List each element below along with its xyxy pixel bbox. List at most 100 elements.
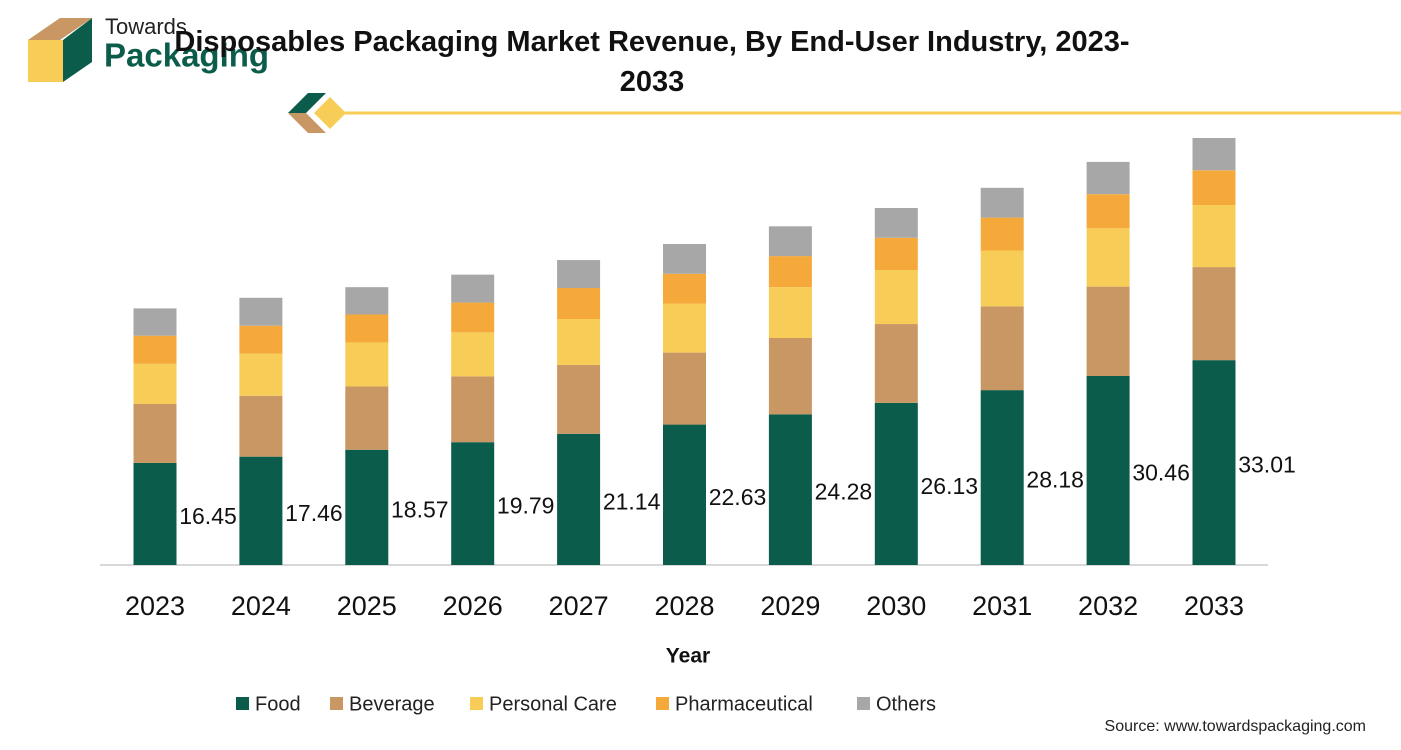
bar-segment xyxy=(345,287,389,315)
data-label: 18.57 xyxy=(391,496,449,522)
bar-segment xyxy=(239,353,283,396)
bar-segment xyxy=(874,402,918,565)
logo-front xyxy=(28,40,63,82)
data-label: 22.63 xyxy=(709,484,767,510)
x-tick-label: 2029 xyxy=(760,591,820,621)
x-tick-label: 2031 xyxy=(972,591,1032,621)
bar-segment xyxy=(557,433,601,565)
bar-segment xyxy=(1192,138,1236,171)
x-tick-label: 2024 xyxy=(231,591,291,621)
data-label: 16.45 xyxy=(179,503,237,529)
bar-segment xyxy=(768,414,812,565)
bar-segment xyxy=(345,386,389,450)
bar-segment xyxy=(239,297,283,326)
data-label: 19.79 xyxy=(497,493,555,519)
x-tick-label: 2023 xyxy=(125,591,185,621)
legend-label: Others xyxy=(876,693,936,715)
x-tick-label: 2030 xyxy=(866,591,926,621)
bar-segment xyxy=(451,442,495,565)
data-label: 21.14 xyxy=(603,488,661,514)
bar-segment xyxy=(874,324,918,403)
bar-segment xyxy=(874,207,918,238)
bar-segment xyxy=(768,226,812,257)
data-label: 28.18 xyxy=(1026,467,1084,493)
bar-segment xyxy=(451,274,495,303)
bar-segment xyxy=(768,287,812,339)
legend-swatch xyxy=(656,697,669,710)
bar-segment xyxy=(663,424,706,565)
bar-segment xyxy=(451,332,495,377)
bar-segment xyxy=(133,403,177,463)
legend-swatch xyxy=(857,697,870,710)
bar-segment xyxy=(239,325,283,354)
bar-segment xyxy=(345,449,389,565)
data-label: 33.01 xyxy=(1238,452,1296,478)
bar-segment xyxy=(133,335,177,364)
legend-swatch xyxy=(470,697,483,710)
legend-label: Beverage xyxy=(349,693,435,715)
bar-segment xyxy=(1086,194,1130,229)
x-tick-label: 2028 xyxy=(654,591,714,621)
data-label: 24.28 xyxy=(815,479,873,505)
bar-segment xyxy=(1192,170,1236,206)
x-tick-label: 2026 xyxy=(443,591,503,621)
bar-segment xyxy=(874,237,918,271)
logo-text: Towards xyxy=(105,14,187,39)
bar-segment xyxy=(239,395,283,457)
bar-segment xyxy=(133,363,177,404)
bar-segment xyxy=(980,187,1024,218)
bar-segment xyxy=(239,456,283,565)
legend-swatch xyxy=(236,697,249,710)
bar-segment xyxy=(1192,360,1236,565)
logo-side xyxy=(63,18,92,82)
x-axis-label: Year xyxy=(666,645,710,668)
bar-segment xyxy=(980,250,1024,307)
bar-segment xyxy=(133,308,177,336)
bar-segment xyxy=(874,270,918,325)
legend-swatch xyxy=(330,697,343,710)
bar-segment xyxy=(557,287,601,320)
legend-label: Pharmaceutical xyxy=(675,693,813,715)
bar-segment xyxy=(557,260,601,288)
x-tick-label: 2027 xyxy=(549,591,609,621)
bar-segment xyxy=(451,302,495,333)
bar-segment xyxy=(1192,267,1236,361)
bar-segment xyxy=(663,273,706,304)
bar-segment xyxy=(663,352,706,425)
diamond xyxy=(288,93,326,113)
diamond xyxy=(288,113,326,133)
logo-text: Packaging xyxy=(104,37,269,74)
decoration xyxy=(288,93,1401,133)
bar-segment xyxy=(451,376,495,443)
bar-segment xyxy=(980,390,1024,565)
x-tick-label: 2025 xyxy=(337,591,397,621)
bar-segment xyxy=(557,364,601,434)
legend-label: Personal Care xyxy=(489,693,617,715)
legend-label: Food xyxy=(255,693,301,715)
bar-segment xyxy=(1086,228,1130,287)
chart-title: Disposables Packaging Market Revenue, By… xyxy=(174,26,1130,98)
bar-segment xyxy=(663,243,706,274)
bar-segment xyxy=(1086,375,1130,565)
logo-top xyxy=(28,18,92,40)
bar-segment xyxy=(133,462,177,565)
logo: Towards Packaging xyxy=(28,14,269,82)
bar-segment xyxy=(1192,205,1236,268)
bar-segment xyxy=(768,338,812,415)
bar-segment xyxy=(980,306,1024,391)
bar-segment xyxy=(1086,286,1130,376)
bar-segment xyxy=(557,319,601,365)
data-label: 17.46 xyxy=(285,500,343,526)
bar-segment xyxy=(768,256,812,288)
bar-segment xyxy=(663,303,706,353)
x-tick-label: 2033 xyxy=(1184,591,1244,621)
data-label: 30.46 xyxy=(1132,460,1190,486)
bar-segment xyxy=(980,217,1024,251)
x-tick-label: 2032 xyxy=(1078,591,1138,621)
bar-segment xyxy=(345,342,389,387)
bar-segment xyxy=(345,314,389,343)
data-label: 26.13 xyxy=(921,473,979,499)
bar-segment xyxy=(1086,161,1130,195)
